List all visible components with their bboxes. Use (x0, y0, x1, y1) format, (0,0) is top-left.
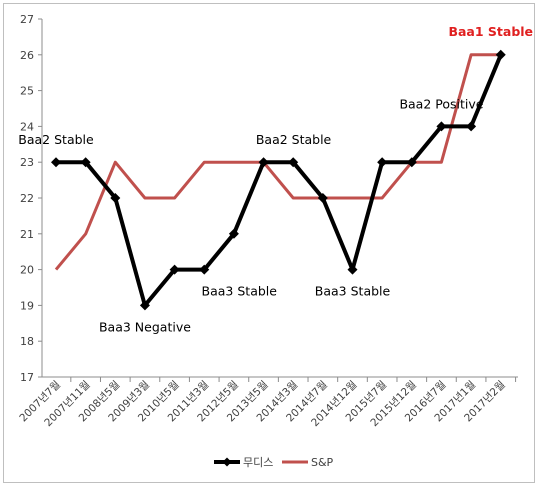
y-tick-label: 25 (20, 85, 34, 98)
legend-item: S&P (282, 456, 334, 469)
annotation-label: Baa2 Stable (256, 132, 332, 147)
y-tick-label: 27 (20, 13, 34, 26)
y-tick-label: 17 (20, 371, 34, 384)
legend-label: S&P (311, 456, 334, 469)
annotation-layer: Baa2 Stable Baa3 Negative Baa3 Stable Baa2 … (18, 24, 533, 335)
data-point (139, 300, 150, 311)
annotation-label: Baa3 Negative (99, 319, 191, 334)
line-chart: 17181920212223242526272007년7월2007년11월200… (17, 13, 533, 469)
chart-frame: 17 18 19 20 21 22 23 24 25 26 27 2007년7월 2007년11월 200… (3, 3, 535, 483)
data-point (110, 193, 121, 203)
annotation-label: Baa2 Positive (399, 96, 483, 111)
data-point (51, 157, 61, 168)
legend-item: 무디스 (214, 456, 273, 469)
data-point (80, 157, 91, 168)
y-tick-label: 19 (20, 299, 34, 312)
annotation-label: Baa3 Stable (315, 284, 391, 299)
data-point (258, 157, 269, 168)
annotation-label: Baa1 Stable (448, 24, 533, 39)
y-tick-label: 18 (20, 335, 34, 348)
legend: 무디스 S&P (214, 456, 334, 469)
data-point (466, 121, 477, 132)
y-tick-label: 21 (20, 228, 34, 241)
data-point (169, 264, 180, 275)
data-point (495, 49, 506, 60)
data-point (436, 121, 447, 132)
legend-label: 무디스 (243, 456, 273, 469)
annotation-label: Baa2 Stable (18, 132, 94, 147)
data-point (406, 157, 417, 168)
data-point (199, 264, 210, 275)
data-point (317, 193, 328, 203)
legend-marker (222, 457, 232, 467)
series-line (54, 53, 501, 271)
annotation-label: Baa3 Stable (202, 284, 278, 299)
series-line (56, 54, 503, 308)
y-tick-label: 22 (20, 192, 34, 205)
data-point (347, 264, 358, 275)
data-point (377, 157, 388, 168)
data-point (288, 157, 299, 168)
y-tick-label: 20 (20, 264, 34, 277)
series-layer (51, 49, 506, 311)
y-tick-label: 24 (20, 120, 34, 133)
data-point (228, 228, 239, 239)
y-tick-label: 23 (20, 156, 34, 169)
y-tick-label: 26 (20, 49, 34, 62)
